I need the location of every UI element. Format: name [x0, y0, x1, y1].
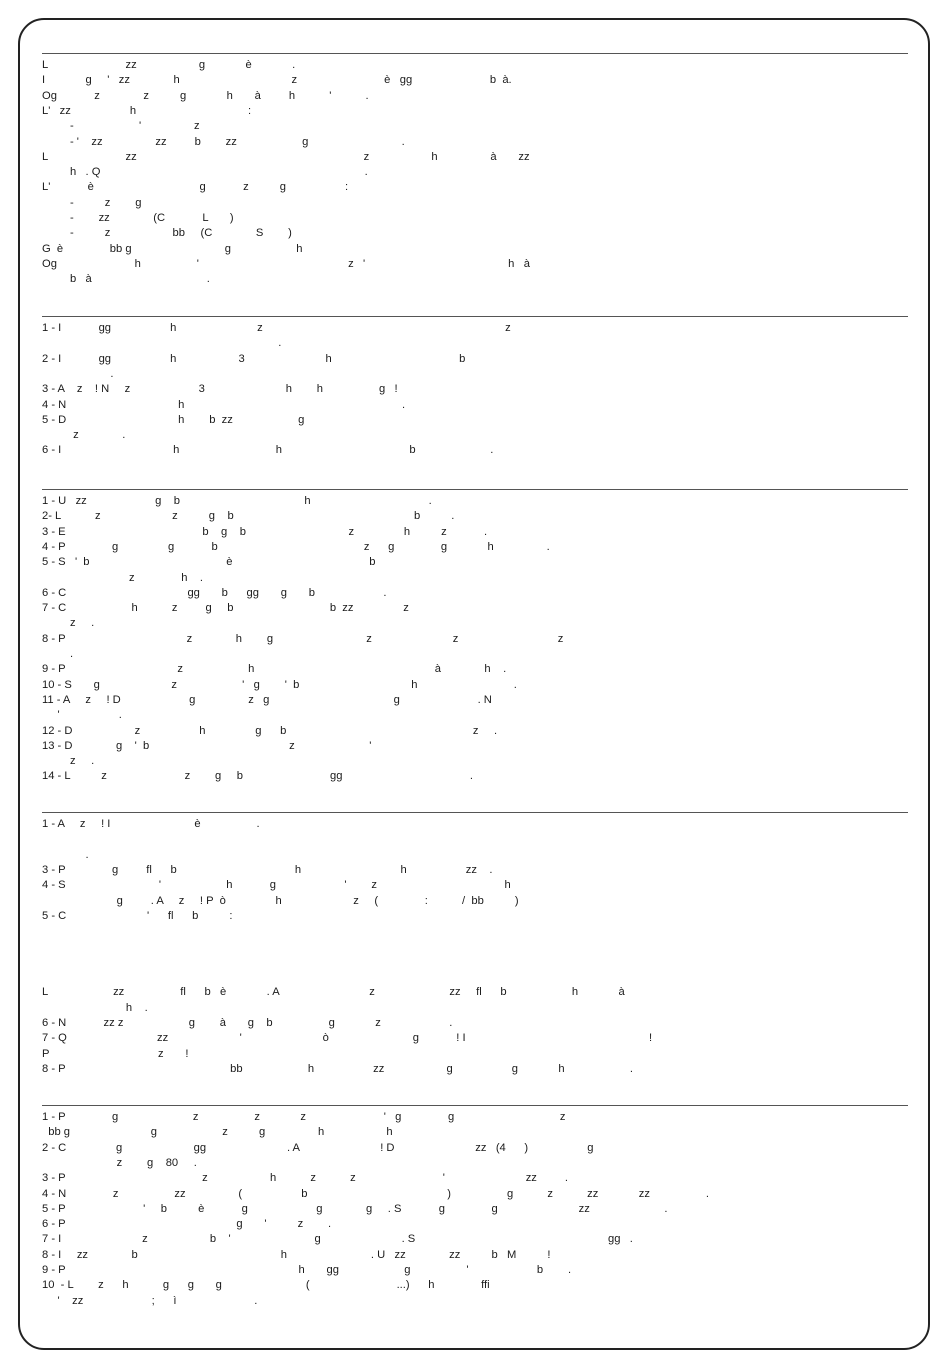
text-line: 3 - P z h z z ' zz .	[42, 1172, 568, 1185]
text-line: h .	[42, 1001, 148, 1014]
text-line: bb g g z g h h	[42, 1126, 393, 1139]
text-line: b à .	[42, 273, 210, 286]
text-line: 6 - P g ' z .	[42, 1218, 332, 1231]
text-line: 6 - I h h b .	[42, 444, 494, 457]
text-line: 14 - L z z g b gg .	[42, 770, 474, 783]
text-line: z .	[42, 617, 95, 630]
text-line: 10 - S g z ' g ' b h .	[42, 678, 517, 691]
text-line: 1 - U zz g b h .	[42, 495, 432, 507]
text-line: z .	[42, 429, 126, 442]
text-line: P z !	[42, 1047, 189, 1060]
text-line: Og h ' z ' h à	[42, 257, 530, 270]
text-line: 3 - P g fl b h h zz .	[42, 863, 493, 876]
text-section-1: L zz g è .I g ' zz h z è gg	[42, 53, 908, 285]
text-line: 10 - L z h g g g ( ...) h ffi	[42, 1279, 490, 1292]
text-line: 9 - P z h à h .	[42, 663, 507, 676]
text-line: - ' z	[42, 120, 200, 133]
text-line: 2 - C g gg . A ! D zz (4 ) g	[42, 1141, 594, 1154]
text-line: I g ' zz h z è gg b à.	[42, 74, 512, 87]
text-line: .	[42, 337, 282, 350]
text-line: L zz z h à zz	[42, 150, 530, 163]
text-line: 1 - A z ! I è .	[42, 818, 260, 830]
text-line: 1 - P g z z z ' g g z	[42, 1111, 566, 1123]
text-line: g . A z ! P ò h z ( : / bb )	[42, 894, 519, 907]
text-line: 8 - P bb h zz g g h .	[42, 1062, 634, 1075]
text-line: 5 - S ' b è b	[42, 556, 376, 569]
text-line: 13 - D g ' b z '	[42, 739, 372, 752]
text-line: 8 - P z h g z z z	[42, 632, 564, 645]
text-line: 6 - C gg b gg g b .	[42, 586, 387, 599]
text-line: 8 - I zz b h . U zz zz b M !	[42, 1248, 551, 1261]
text-line: 2 - I gg h 3 h b	[42, 352, 466, 365]
text-line: L' è g z g :	[42, 181, 349, 194]
text-line: .	[42, 848, 89, 861]
text-line: 4 - N z zz ( b ) g z zz zz	[42, 1187, 710, 1200]
text-line: - z g	[42, 196, 142, 209]
text-line: L zz fl b è . A z zz fl b h à	[42, 986, 625, 999]
text-line: 3 - A z ! N z 3 h h g !	[42, 383, 398, 396]
text-line: ' .	[42, 709, 122, 722]
text-line: 4 - P g g b z g g h .	[42, 540, 550, 553]
text-line: - z bb (C S )	[42, 227, 292, 240]
text-line: .	[42, 367, 114, 380]
text-line: 6 - N zz z g à g b g z .	[42, 1016, 453, 1029]
text-line: 9 - P h gg g ' b .	[42, 1264, 572, 1276]
text-line: .	[42, 648, 74, 660]
text-line: z h .	[42, 571, 204, 584]
text-line: 11 - A z ! D g z g g . N	[42, 693, 492, 706]
text-line: 7 - Q zz ' ò g ! I !	[42, 1032, 653, 1045]
text-line: 5 - C ' fl b :	[42, 909, 233, 922]
text-section-2: 1 - I gg h z z	[42, 316, 908, 456]
text-line: 5 - D h b zz g	[42, 413, 305, 426]
text-line: G è bb g g h	[42, 242, 303, 255]
text-line: L zz g è .	[42, 59, 296, 71]
text-line: - zz (C L )	[42, 212, 234, 224]
text-line: 3 - E b g b z h z .	[42, 525, 488, 538]
text-line: 1 - I gg h z z	[42, 322, 511, 334]
page-frame	[18, 18, 930, 1350]
text-line: ' zz ; ì .	[42, 1294, 258, 1307]
text-line: Og z z g h à h ' .	[42, 89, 369, 102]
text-section-5: 1 - P g z z z ' g g z bb g g	[42, 1105, 908, 1307]
text-line: 5 - P ' b è g g g . S g g zz .	[42, 1202, 668, 1215]
text-section-3: 1 - U zz g b h . 2- L z z g b	[42, 489, 908, 782]
text-section-4: 1 - A z ! I è . .3 - P g fl b h h	[42, 812, 908, 1075]
text-line: 2- L z z g b b .	[42, 510, 455, 523]
text-line: z g 80 .	[42, 1156, 197, 1169]
text-line: 12 - D z h g b z .	[42, 724, 498, 737]
text-line: L' zz h :	[42, 104, 252, 117]
text-line: 4 - N h .	[42, 398, 406, 411]
text-line: 7 - C h z g b b zz z	[42, 602, 409, 615]
text-line: h . Q .	[42, 166, 368, 179]
text-line: 7 - I z b ' g . S gg .	[42, 1233, 633, 1246]
text-line: 4 - S ' h g ' z h	[42, 879, 511, 892]
text-line: - ' zz zz b zz g .	[42, 135, 405, 148]
text-line: z .	[42, 755, 95, 768]
